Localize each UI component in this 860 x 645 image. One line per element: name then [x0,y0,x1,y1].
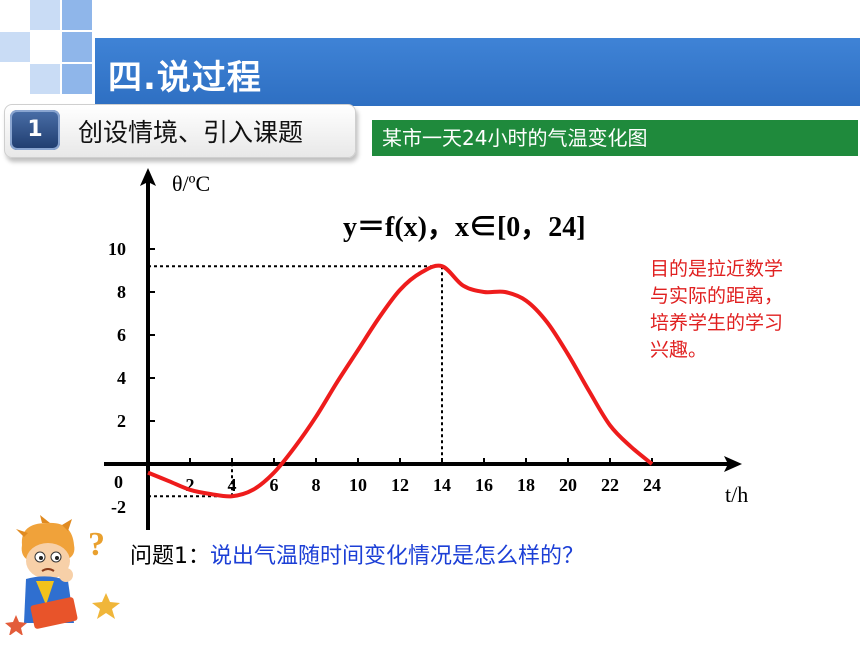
decor-square [62,0,92,30]
y-tick-label: 8 [117,282,126,302]
x-tick-label: 16 [475,475,493,495]
x-tick-label: 8 [312,475,321,495]
y-axis-label: θ/ºC [172,171,210,196]
decor-square [30,0,60,30]
question-label: 问题1： [130,544,210,569]
x-tick-label: 20 [559,475,577,495]
decor-square [62,64,92,94]
temperature-curve [147,263,654,499]
origin-label: 0 [114,472,123,492]
x-tick-label: 6 [270,475,279,495]
x-axis-arrow [724,456,742,472]
y-tick-label: 4 [117,368,126,388]
x-tick-label: 18 [517,475,535,495]
section-title: 创设情境、引入课题 [78,118,304,147]
chart-axes [104,168,742,530]
y-tick-label: 2 [117,411,126,431]
x-tick-label: 22 [601,475,619,495]
teaching-note: 目的是拉近数学与实际的距离，培养学生的学习兴趣。 [650,258,784,361]
x-tick-label: 14 [433,475,451,495]
x-tick-label: 12 [391,475,409,495]
x-tick-label: 4 [228,475,237,495]
x-tick-label: 24 [643,475,661,495]
decor-square [62,32,92,62]
star-icon [92,593,120,619]
question-mark-icon: ? [88,526,105,563]
question-1: 问题1：说出气温随时间变化情况是怎么样的？ [130,538,584,570]
star-icon [5,615,27,635]
y-tick-label: 10 [108,239,126,259]
y-tick-label: 6 [117,325,126,345]
title-band [95,38,860,106]
decor-square [0,32,30,62]
section-number-badge: 1 [10,110,60,150]
function-formula: y＝f(x)，x∈[0，24] [343,212,586,243]
y-axis-arrow [140,168,156,186]
y-tick-label: -2 [111,497,126,517]
page-title: 四.说过程 [108,58,262,98]
chart-caption: 某市一天24小时的气温变化图 [372,120,858,156]
chart-guides [148,265,443,498]
x-tick-label: 2 [186,475,195,495]
question-text: 说出气温随时间变化情况是怎么样的？ [210,544,585,569]
decor-square [30,64,60,94]
section-header [4,104,356,158]
thinking-boy-icon: ? [5,515,120,635]
x-axis-label: t/h [725,482,748,507]
x-tick-label: 10 [349,475,367,495]
